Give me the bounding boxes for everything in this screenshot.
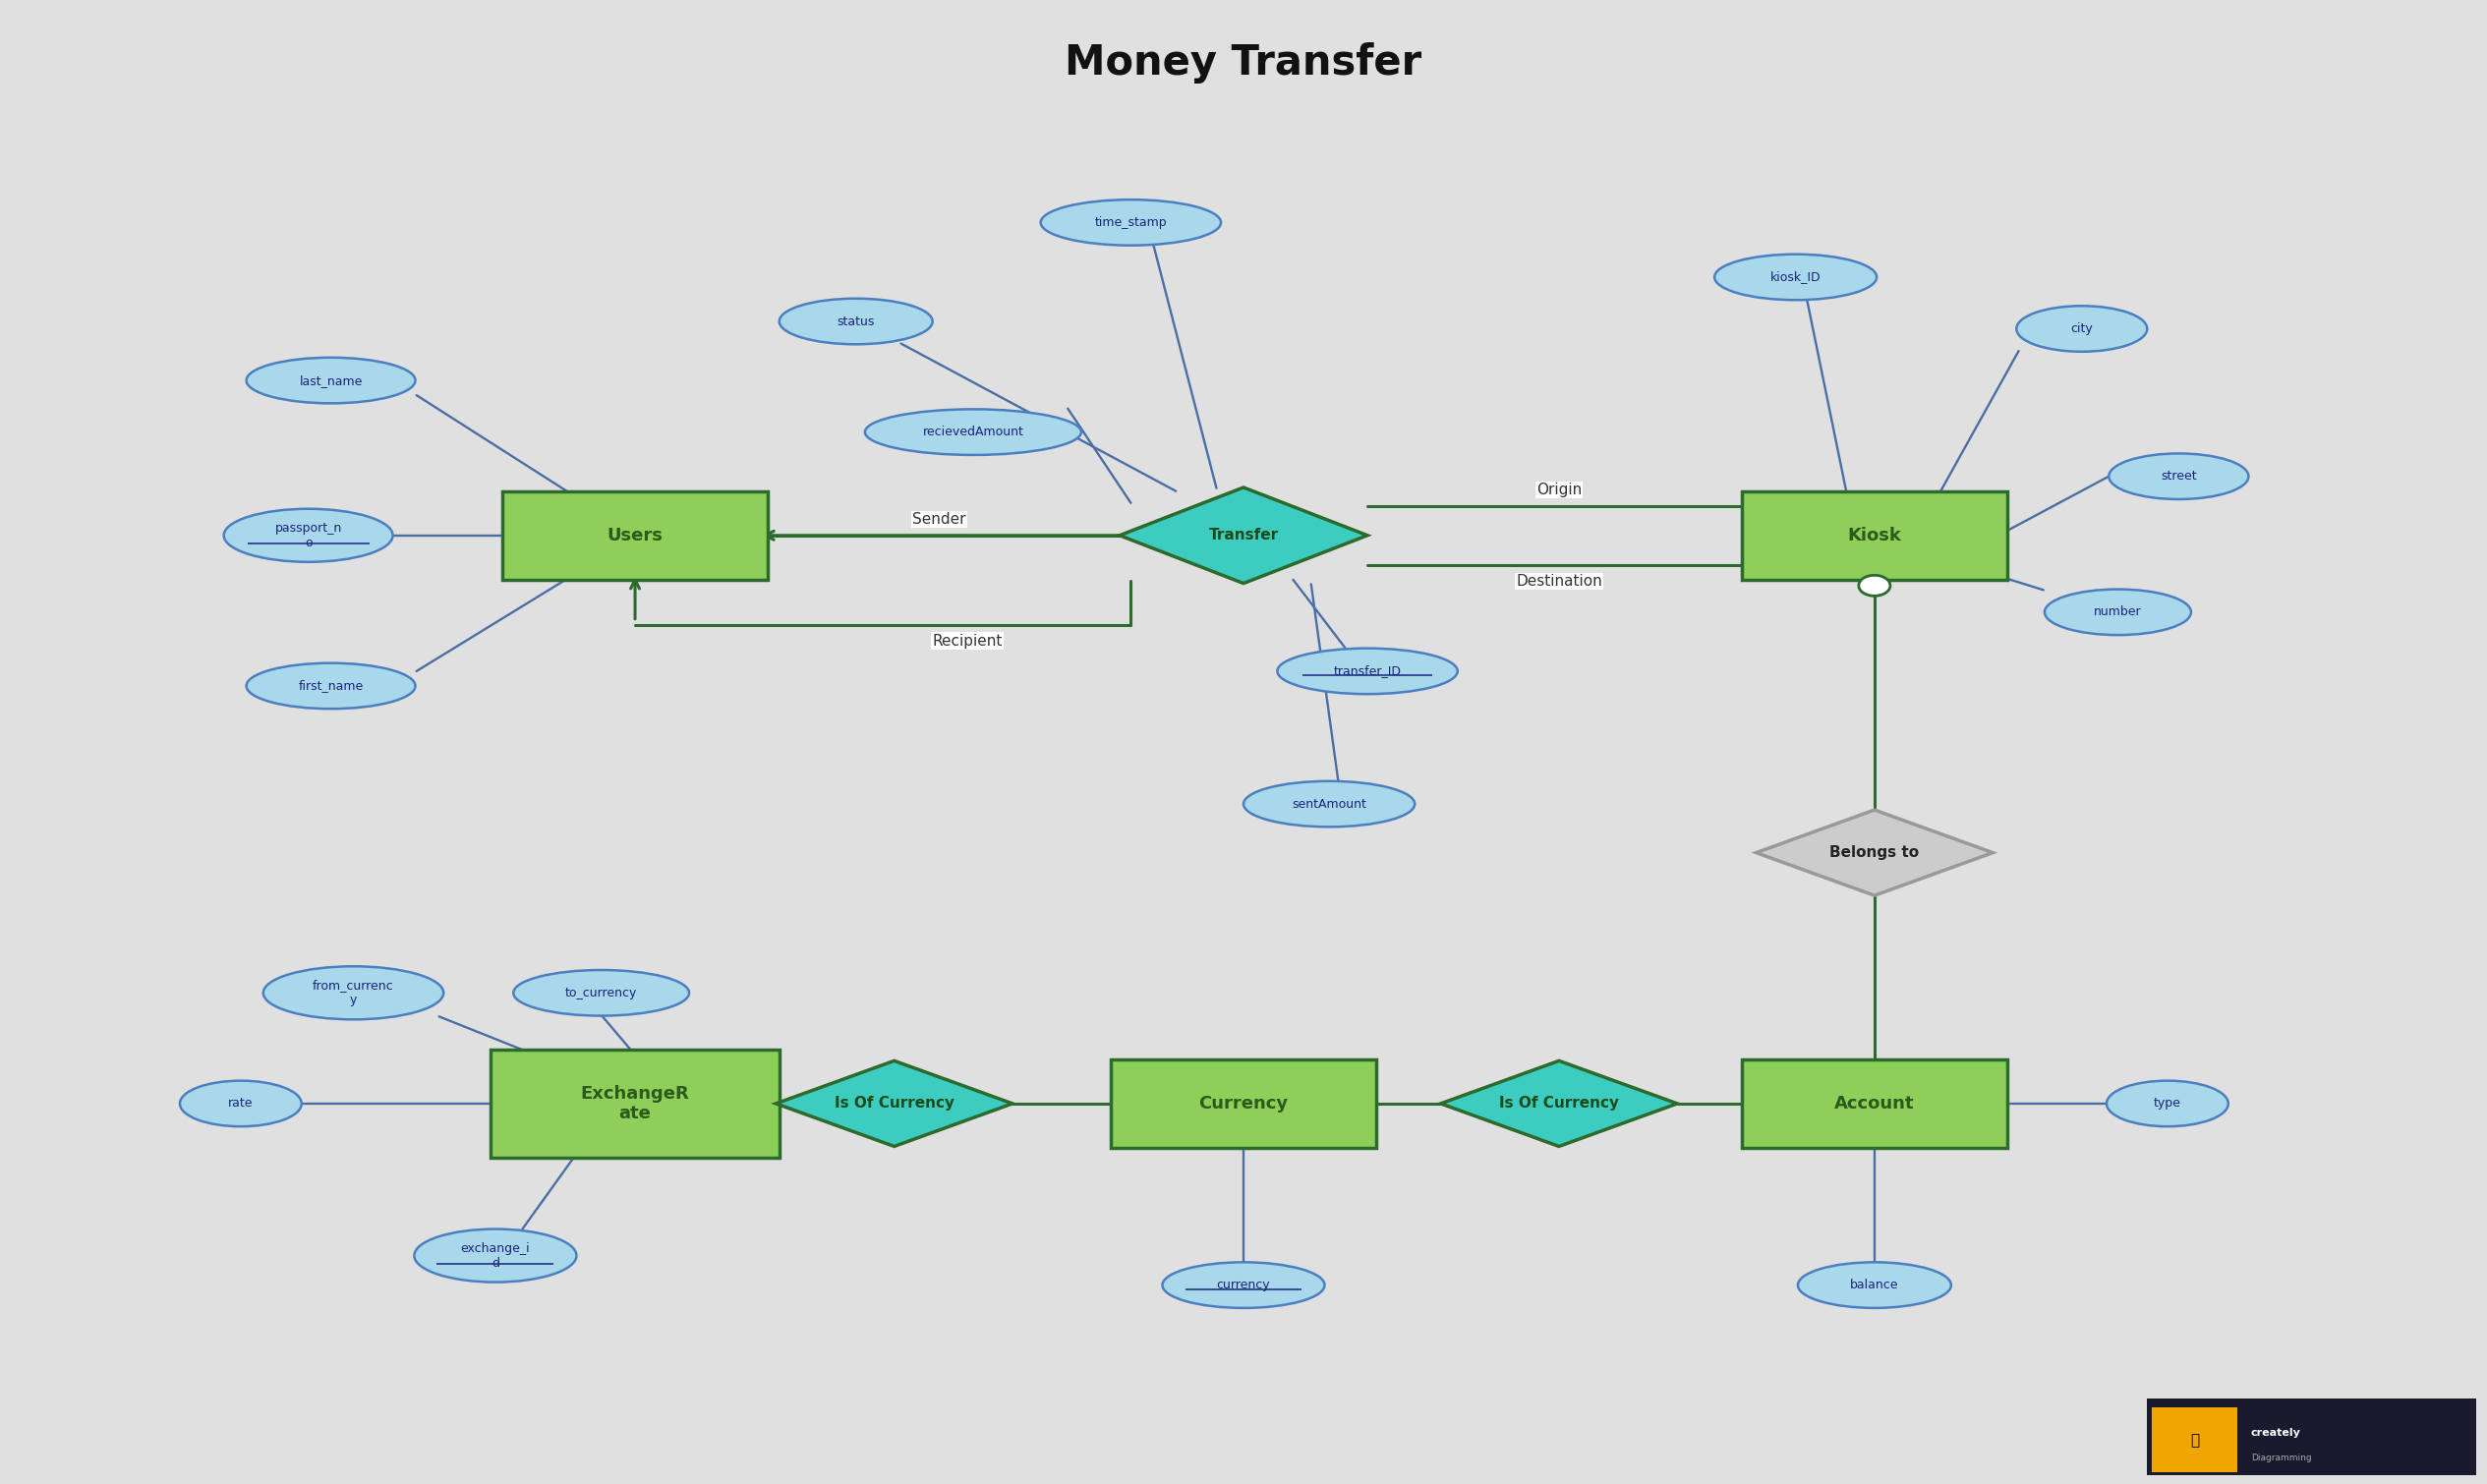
- Ellipse shape: [1244, 781, 1415, 827]
- Text: city: city: [2072, 322, 2094, 335]
- Ellipse shape: [415, 1229, 577, 1282]
- FancyBboxPatch shape: [1741, 491, 2007, 580]
- Ellipse shape: [1278, 649, 1457, 695]
- Text: passport_n
o: passport_n o: [274, 522, 341, 549]
- Text: 💡: 💡: [2191, 1432, 2199, 1447]
- Text: first_name: first_name: [298, 680, 363, 693]
- Text: Destination: Destination: [1517, 574, 1602, 589]
- Text: status: status: [838, 315, 875, 328]
- Text: Recipient: Recipient: [933, 634, 1002, 649]
- Ellipse shape: [246, 663, 415, 709]
- Text: Sender: Sender: [913, 512, 965, 527]
- Polygon shape: [1440, 1061, 1676, 1146]
- Text: Is Of Currency: Is Of Currency: [833, 1097, 955, 1112]
- Text: recievedAmount: recievedAmount: [923, 426, 1025, 438]
- Ellipse shape: [246, 358, 415, 404]
- Ellipse shape: [224, 509, 393, 562]
- Ellipse shape: [264, 966, 443, 1020]
- FancyBboxPatch shape: [1741, 1060, 2007, 1147]
- Text: exchange_i
d: exchange_i d: [460, 1242, 530, 1269]
- Text: Belongs to: Belongs to: [1830, 846, 1920, 861]
- Text: kiosk_ID: kiosk_ID: [1771, 270, 1820, 283]
- Text: currency: currency: [1216, 1279, 1271, 1291]
- Text: rate: rate: [229, 1097, 254, 1110]
- Polygon shape: [1119, 487, 1368, 583]
- Ellipse shape: [1040, 200, 1221, 245]
- Text: Account: Account: [1835, 1095, 1915, 1113]
- Text: time_stamp: time_stamp: [1094, 217, 1166, 229]
- Ellipse shape: [2017, 306, 2146, 352]
- FancyBboxPatch shape: [1112, 1060, 1375, 1147]
- Text: Money Transfer: Money Transfer: [1064, 43, 1423, 83]
- Text: number: number: [2094, 605, 2141, 619]
- Text: Is Of Currency: Is Of Currency: [1500, 1097, 1619, 1112]
- Ellipse shape: [512, 971, 689, 1015]
- Text: Currency: Currency: [1199, 1095, 1288, 1113]
- Text: Kiosk: Kiosk: [1848, 527, 1903, 545]
- Text: ExchangeR
ate: ExchangeR ate: [579, 1085, 689, 1122]
- Text: transfer_ID: transfer_ID: [1333, 665, 1400, 678]
- Text: Diagramming: Diagramming: [2251, 1453, 2310, 1462]
- FancyBboxPatch shape: [2146, 1399, 2477, 1475]
- FancyBboxPatch shape: [2151, 1408, 2238, 1472]
- Ellipse shape: [1798, 1263, 1952, 1307]
- Text: Transfer: Transfer: [1209, 528, 1278, 543]
- FancyBboxPatch shape: [502, 491, 768, 580]
- Text: to_currency: to_currency: [565, 987, 637, 999]
- Ellipse shape: [179, 1080, 301, 1126]
- Text: sentAmount: sentAmount: [1291, 797, 1365, 810]
- FancyBboxPatch shape: [490, 1049, 778, 1158]
- Text: Origin: Origin: [1537, 482, 1582, 497]
- Text: from_currenc
y: from_currenc y: [313, 979, 393, 1006]
- Text: street: street: [2161, 470, 2196, 482]
- Text: type: type: [2154, 1097, 2181, 1110]
- Polygon shape: [776, 1061, 1012, 1146]
- Polygon shape: [1756, 810, 1992, 895]
- Ellipse shape: [778, 298, 933, 344]
- Ellipse shape: [1714, 254, 1878, 300]
- Text: balance: balance: [1850, 1279, 1898, 1291]
- Ellipse shape: [2044, 589, 2191, 635]
- Text: creately: creately: [2251, 1428, 2300, 1438]
- Ellipse shape: [865, 410, 1082, 456]
- Ellipse shape: [1161, 1263, 1326, 1307]
- Text: last_name: last_name: [298, 374, 363, 387]
- Ellipse shape: [2106, 1080, 2228, 1126]
- Text: Users: Users: [607, 527, 664, 545]
- Circle shape: [1858, 576, 1890, 597]
- Ellipse shape: [2109, 454, 2248, 499]
